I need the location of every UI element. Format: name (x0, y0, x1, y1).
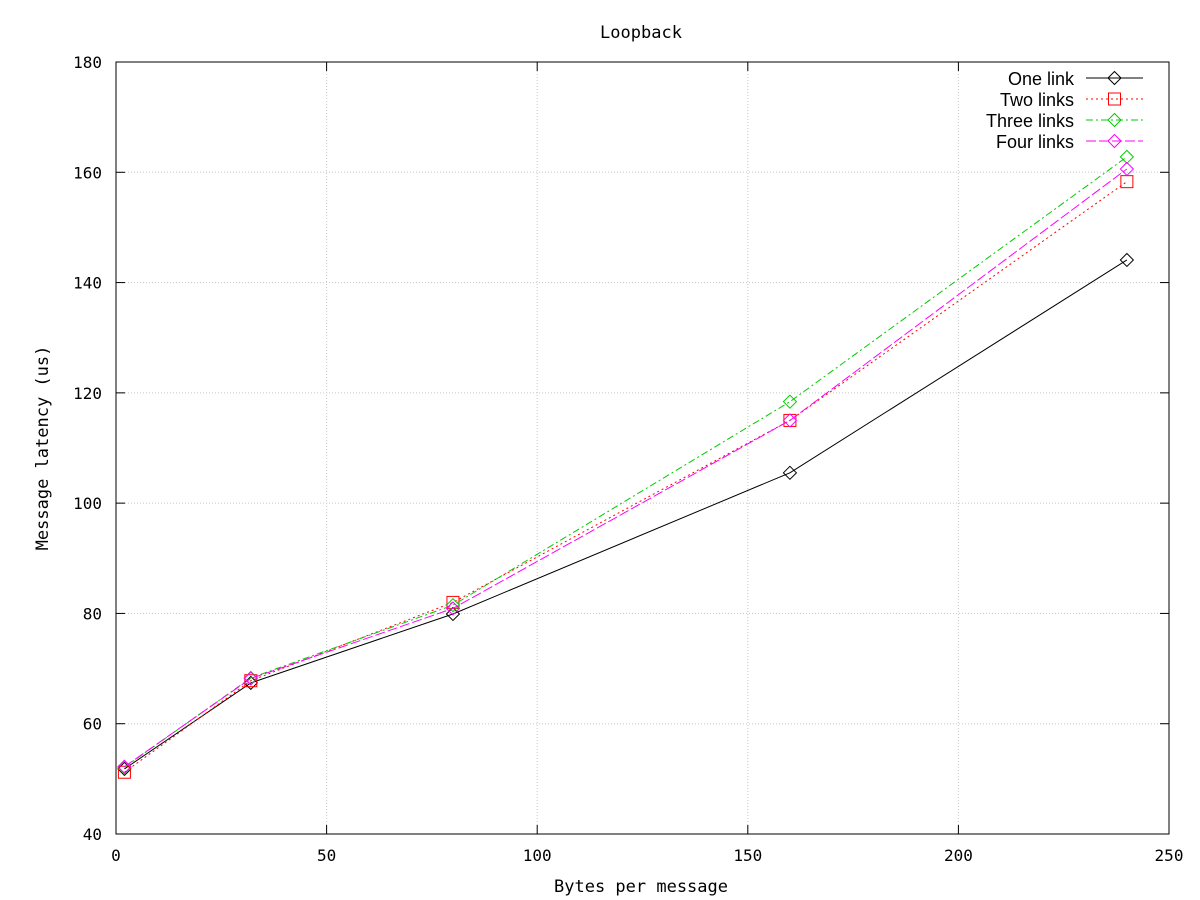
legend-label: Two links (1000, 90, 1074, 110)
data-point (1120, 175, 1134, 189)
legend-marker (1107, 70, 1122, 86)
data-point (117, 759, 132, 774)
legend-label: One link (1008, 69, 1075, 89)
grid (116, 62, 1169, 834)
data-point (445, 601, 461, 616)
legend-marker (1108, 92, 1121, 106)
chart-title: Loopback (600, 23, 682, 43)
data-point (782, 394, 798, 409)
series-one-link (117, 252, 1135, 777)
legend-entry: Three links (986, 111, 1143, 131)
legend-label: Three links (986, 111, 1074, 131)
legend-entry: Two links (1000, 90, 1143, 110)
data-point (1119, 161, 1135, 177)
data-point (1119, 252, 1135, 268)
data-point (1119, 149, 1135, 165)
y-tick-label: 60 (83, 715, 102, 734)
data-point (244, 674, 258, 688)
series-line (124, 259, 1128, 770)
x-tick-label: 250 (1155, 846, 1184, 865)
legend-label: Four links (996, 132, 1074, 152)
y-tick-label: 100 (73, 494, 102, 513)
plot-area-frame (115, 61, 1170, 835)
legend-marker (1107, 133, 1122, 149)
axis-ticks: 0 50 100 150 200 250 40 60 80 100 120 140 160 180 (73, 53, 1183, 865)
series-group (117, 149, 1135, 779)
series-line (124, 168, 1128, 768)
data-point (243, 671, 258, 686)
y-tick-label: 180 (73, 53, 102, 72)
legend-entry: One link (1008, 69, 1143, 89)
legend-marker (1107, 112, 1122, 128)
x-tick-label: 150 (733, 846, 762, 865)
series-line (124, 181, 1128, 773)
data-point (782, 465, 798, 481)
y-tick-label: 120 (73, 384, 102, 403)
data-point (782, 413, 798, 428)
data-point (445, 597, 461, 613)
legend-entry: Four links (996, 132, 1143, 152)
series-two-links (117, 175, 1134, 779)
y-tick-label: 40 (83, 825, 102, 844)
y-tick-label: 80 (83, 604, 102, 623)
series-line (124, 156, 1128, 768)
x-tick-label: 0 (111, 846, 121, 865)
x-tick-label: 100 (523, 846, 552, 865)
y-tick-label: 140 (73, 274, 102, 293)
series-three-links (117, 149, 1135, 775)
x-tick-label: 200 (944, 846, 973, 865)
y-axis-label: Message latency (us) (33, 346, 53, 551)
data-point (117, 761, 132, 777)
x-tick-label: 50 (317, 846, 336, 865)
data-point (445, 606, 461, 622)
series-four-links (117, 161, 1135, 774)
x-axis-label: Bytes per message (554, 877, 728, 897)
y-tick-label: 160 (73, 163, 102, 182)
